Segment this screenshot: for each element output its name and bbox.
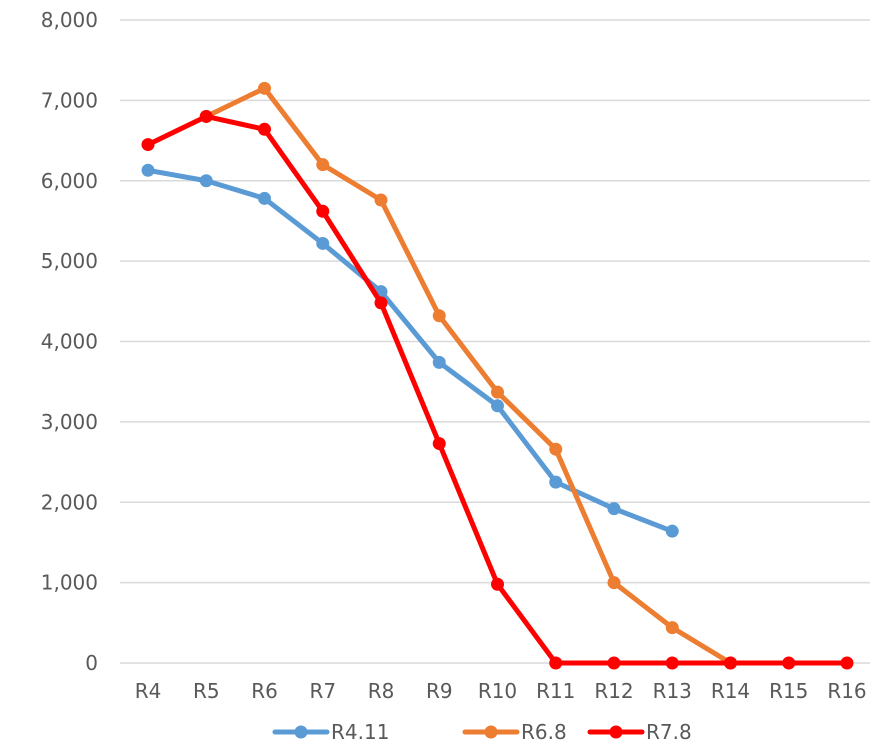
series-R7.8: [141, 109, 854, 670]
x-tick-label: R6: [251, 679, 278, 703]
data-point: [607, 502, 621, 516]
y-tick-label: 1,000: [41, 571, 98, 595]
series-R4.11: [141, 163, 679, 538]
data-point: [607, 576, 621, 590]
data-point: [199, 109, 213, 123]
y-tick-label: 6,000: [41, 169, 98, 193]
data-point: [258, 81, 271, 95]
data-point: [840, 656, 854, 670]
data-point: [724, 656, 737, 670]
legend-swatch-marker: [484, 725, 498, 739]
data-point: [549, 442, 563, 456]
gridlines: [120, 19, 870, 664]
x-tick-label: R7: [309, 679, 336, 703]
data-point: [491, 399, 504, 413]
y-tick-label: 8,000: [41, 8, 98, 32]
legend: R4.11 R6.8 R7.8: [272, 720, 692, 744]
x-tick-label: R11: [536, 679, 575, 703]
x-tick-label: R5: [193, 679, 220, 703]
data-point: [316, 236, 330, 250]
legend-swatch-marker: [294, 725, 308, 739]
series-line: [145, 167, 675, 534]
x-tick-label: R4: [135, 679, 162, 703]
y-tick-label: 3,000: [41, 410, 98, 434]
data-point: [432, 437, 446, 451]
x-tick-label: R15: [769, 679, 808, 703]
data-point: [141, 163, 155, 177]
y-tick-label: 0: [85, 651, 98, 675]
x-axis-ticks: R4 R5 R6 R7 R8 R9 R10 R11 R12 R13 R14 R15 R16: [135, 679, 867, 703]
data-point: [374, 296, 388, 310]
series-lines: [141, 81, 854, 670]
data-point: [491, 577, 504, 591]
data-point: [665, 524, 679, 538]
series-R6.8: [199, 81, 737, 670]
y-tick-label: 7,000: [41, 88, 98, 112]
data-point: [782, 656, 796, 670]
data-point: [141, 138, 155, 152]
data-point: [549, 656, 563, 670]
legend-item: R4.11: [272, 720, 389, 744]
y-tick-label: 5,000: [41, 249, 98, 273]
data-point: [432, 309, 446, 323]
x-tick-label: R16: [827, 679, 866, 703]
legend-item: R7.8: [587, 720, 692, 744]
y-axis-ticks: 0 1,000 2,000 3,000 4,000 5,000 6,000 7,000 8,00…: [41, 8, 98, 675]
x-tick-label: R9: [426, 679, 453, 703]
y-tick-label: 4,000: [41, 330, 98, 354]
x-tick-label: R13: [653, 679, 692, 703]
data-point: [432, 355, 446, 369]
data-point: [491, 385, 504, 399]
data-point: [316, 158, 330, 172]
data-point: [665, 621, 679, 635]
x-tick-label: R12: [594, 679, 633, 703]
legend-label: R7.8: [646, 720, 692, 744]
data-point: [258, 122, 271, 136]
data-point: [665, 656, 679, 670]
data-point: [549, 475, 563, 489]
data-point: [316, 204, 330, 218]
series-line: [203, 85, 733, 666]
data-point: [607, 656, 621, 670]
legend-label: R4.11: [331, 720, 389, 744]
data-point: [258, 191, 271, 205]
legend-label: R6.8: [521, 720, 567, 744]
y-tick-label: 2,000: [41, 490, 98, 514]
data-point: [199, 174, 213, 188]
data-point: [374, 193, 388, 207]
legend-swatch-marker: [609, 725, 623, 739]
legend-item: R6.8: [462, 720, 567, 744]
x-tick-label: R8: [368, 679, 395, 703]
x-tick-label: R14: [711, 679, 750, 703]
x-tick-label: R10: [478, 679, 517, 703]
